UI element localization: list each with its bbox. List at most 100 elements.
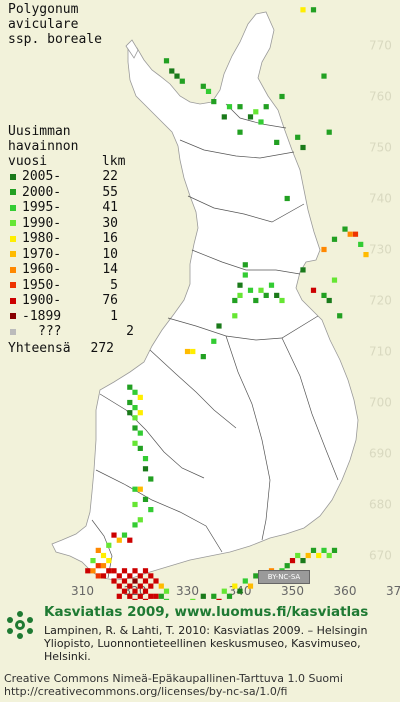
observation-square — [148, 583, 154, 589]
observation-square — [132, 486, 138, 492]
observation-square — [284, 563, 290, 569]
observation-square — [142, 496, 149, 502]
legend-total: Yhteensä 272 — [8, 341, 134, 356]
northing-tick-label: 670 — [369, 549, 392, 563]
observation-square — [237, 129, 243, 135]
site-title-link[interactable]: Kasviatlas 2009, www.luomus.fi/kasviatla… — [44, 604, 369, 620]
northing-tick-label: 760 — [369, 90, 392, 104]
legend-row: 1970- 10 — [8, 247, 134, 263]
legend-period-label: 1950- — [22, 277, 62, 293]
observation-square — [184, 348, 191, 355]
observation-square — [200, 593, 206, 599]
legend-swatch — [10, 328, 16, 335]
legend-period-label: 1960- — [22, 262, 62, 278]
legend-row: 1950- 5 — [8, 278, 134, 294]
observation-square — [132, 405, 138, 411]
observation-square — [352, 231, 359, 237]
observation-square — [242, 272, 248, 278]
observation-square — [142, 598, 149, 600]
legend-count: 41 — [102, 200, 118, 216]
northing-tick-label: 740 — [369, 192, 392, 206]
observation-square — [232, 583, 238, 589]
legend-count: 16 — [102, 231, 118, 247]
license-url-link[interactable]: http://creativecommons.org/licenses/by-n… — [4, 685, 288, 698]
legend-row: 2005- 22 — [8, 169, 134, 185]
observation-square — [237, 588, 243, 594]
legend-swatch — [10, 173, 16, 180]
observation-square — [279, 297, 285, 304]
observation-square — [211, 338, 217, 344]
observation-square — [331, 277, 338, 283]
observation-square — [132, 588, 138, 594]
observation-square — [142, 578, 149, 584]
legend-period-label: ??? — [38, 324, 62, 340]
observation-square — [179, 78, 185, 84]
legend-row: 1960- 14 — [8, 262, 134, 278]
observation-square — [158, 583, 164, 589]
legend-period-label: 2000- — [22, 184, 62, 200]
legend-swatch — [10, 282, 16, 289]
observation-square — [300, 267, 306, 273]
northing-tick-labels: 770 760 750 740 730 720 710 700 690 680 670 — [369, 39, 392, 563]
observation-square — [310, 287, 317, 293]
observation-square — [321, 547, 327, 553]
observation-square — [95, 547, 101, 553]
legend-swatch — [10, 189, 16, 196]
legend-period-label: 2005- — [22, 169, 62, 185]
observation-square — [100, 573, 107, 579]
observation-square — [163, 588, 170, 594]
legend-row: 2000- 55 — [8, 185, 134, 201]
observation-square — [326, 552, 332, 559]
observation-square — [100, 563, 107, 569]
observation-square — [226, 593, 233, 599]
legend-swatch — [10, 313, 16, 320]
observation-square — [132, 568, 138, 574]
observation-square — [253, 109, 259, 115]
observation-square — [137, 445, 143, 451]
legend-row: 1990- 30 — [8, 216, 134, 232]
observation-square — [148, 573, 154, 579]
easting-tick-label: 350 — [281, 584, 304, 598]
easting-tick-label: 360 — [334, 584, 357, 598]
legend-period-label: 1900- — [22, 293, 62, 309]
legend-swatch — [10, 266, 16, 273]
legend-count: 55 — [102, 184, 118, 200]
observation-square — [127, 384, 133, 390]
observation-square — [331, 547, 338, 553]
observation-square — [321, 73, 327, 79]
observation-square — [142, 456, 149, 462]
observation-square — [142, 568, 149, 574]
observation-square — [132, 415, 138, 421]
observation-square — [295, 134, 301, 140]
observation-square — [127, 573, 133, 579]
observation-square — [132, 425, 138, 431]
legend-count: 1 — [110, 308, 118, 324]
observation-square — [284, 195, 290, 202]
legend-heading-line-2: havainnon — [8, 139, 79, 154]
observation-square — [342, 226, 348, 232]
observation-square — [263, 292, 269, 298]
legend-swatch — [10, 235, 16, 242]
observation-square — [137, 394, 143, 400]
northing-tick-label: 700 — [369, 396, 392, 410]
northing-tick-label: 690 — [369, 447, 392, 461]
license-line-1: Creative Commons Nimeä-Epäkaupallinen-Ta… — [4, 672, 343, 685]
observation-square — [106, 568, 112, 574]
legend-swatch — [10, 297, 16, 304]
northing-tick-label: 680 — [369, 498, 392, 512]
observation-square — [295, 552, 301, 559]
northing-tick-label: 730 — [369, 243, 392, 257]
observation-square — [300, 144, 306, 151]
observation-square — [116, 573, 122, 579]
observation-square — [200, 83, 206, 89]
legend-row: ??? 2 — [8, 324, 134, 340]
observation-square — [111, 578, 117, 584]
observation-square — [200, 354, 206, 360]
observation-square — [242, 578, 248, 584]
observation-square — [137, 573, 143, 579]
observation-square — [111, 568, 117, 574]
observation-square — [137, 486, 143, 492]
observation-square — [148, 476, 154, 482]
observation-square — [305, 552, 311, 559]
